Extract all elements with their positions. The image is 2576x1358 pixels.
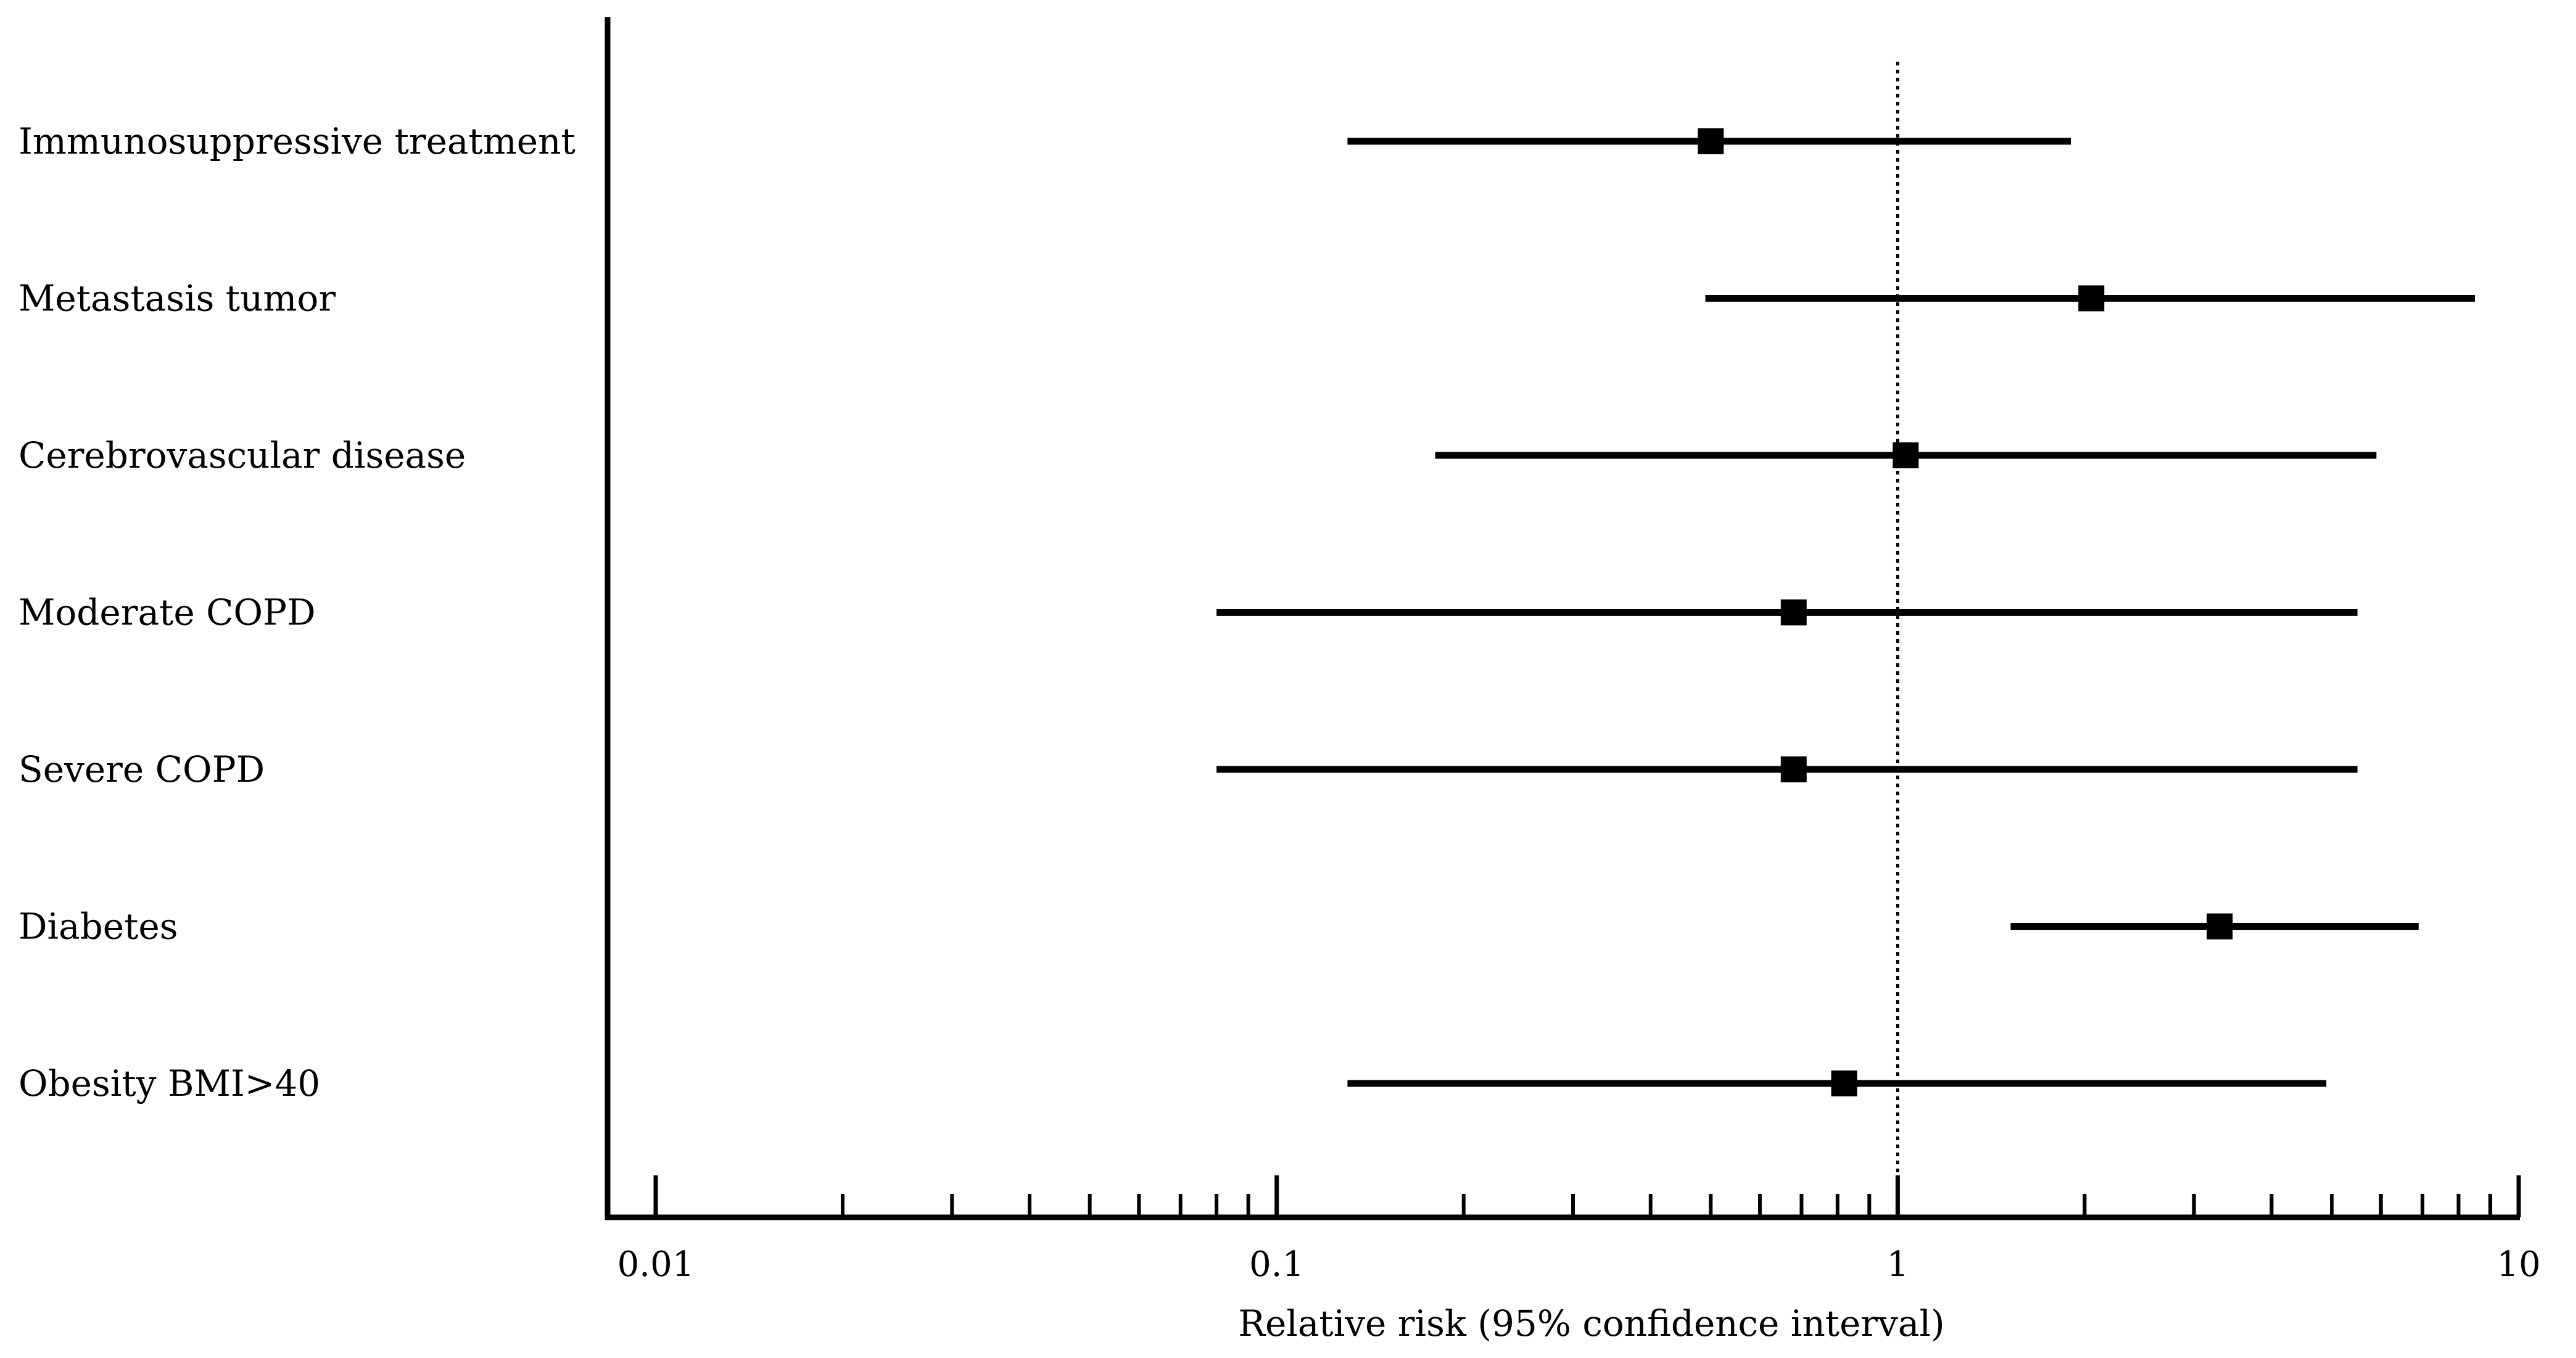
x-axis: 0.01 0.1 1 10 [605, 17, 2541, 1285]
forest-row [1347, 1070, 2327, 1096]
point-estimate-marker [1831, 1070, 1857, 1096]
point-estimate-marker [1893, 442, 1919, 468]
x-tick-label: 0.01 [617, 1244, 695, 1285]
row-label: Immunosuppressive treatment [19, 120, 576, 162]
point-estimate-marker [1780, 599, 1807, 626]
point-estimate-marker [2207, 913, 2233, 940]
row-label: Cerebrovascular disease [19, 434, 466, 476]
point-estimate-marker [1780, 756, 1807, 782]
forest-row [1705, 285, 2475, 312]
row-label: Severe COPD [19, 748, 265, 790]
x-tick-label: 1 [1887, 1244, 1909, 1285]
forest-row [2010, 913, 2419, 940]
forest-row [1216, 599, 2358, 626]
row-label: Moderate COPD [19, 592, 316, 634]
forest-row [1435, 442, 2377, 468]
forest-row [1216, 756, 2358, 782]
row-labels: Immunosuppressive treatment Metastasis tu… [19, 120, 576, 1104]
x-tick-label: 10 [2496, 1244, 2540, 1285]
forest-row [1347, 128, 2071, 154]
row-label: Obesity BMI>40 [19, 1062, 320, 1104]
point-estimate-marker [1698, 128, 1724, 154]
row-label: Metastasis tumor [19, 278, 336, 320]
x-axis-title: Relative risk (95% confidence interval) [1238, 1302, 1944, 1344]
x-tick-label: 0.1 [1249, 1244, 1304, 1285]
forest-rows [1216, 128, 2475, 1096]
row-label: Diabetes [19, 906, 178, 948]
point-estimate-marker [2078, 285, 2105, 312]
